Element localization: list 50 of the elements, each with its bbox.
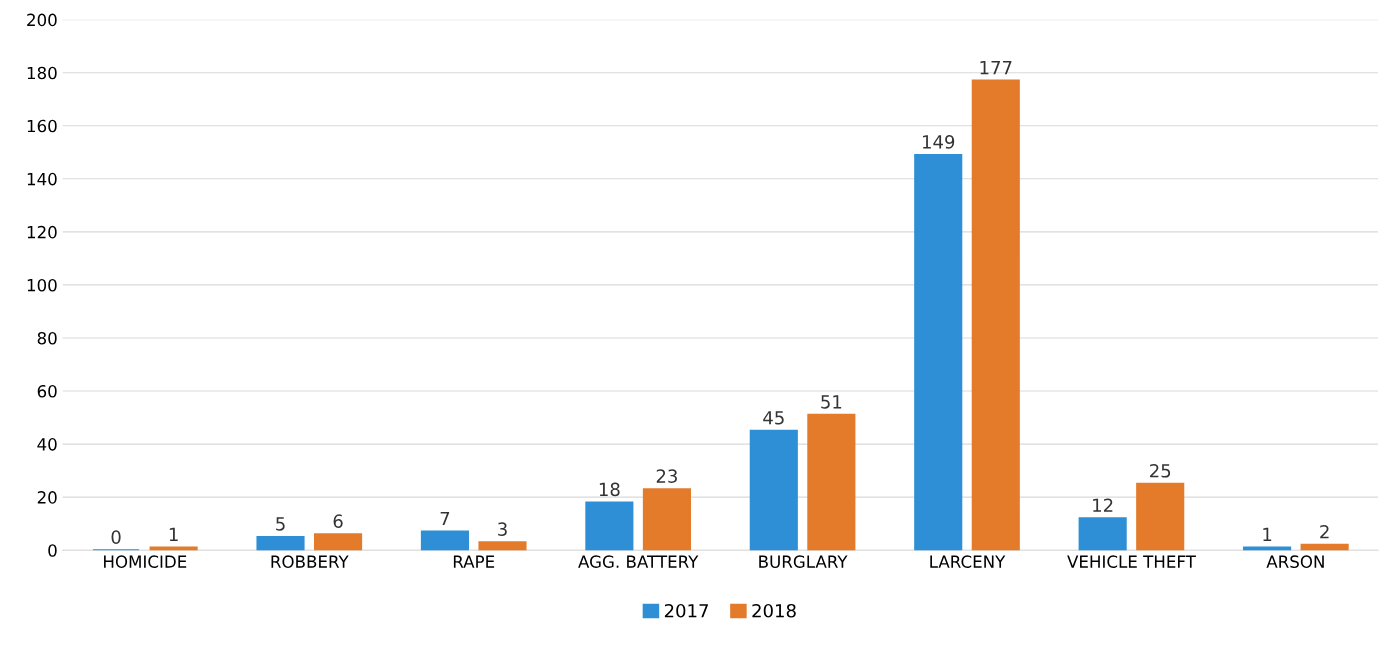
y-tick-label: 60 bbox=[37, 385, 57, 398]
bar bbox=[971, 79, 1020, 551]
y-tick-label: 20 bbox=[37, 491, 57, 504]
data-label: 12 bbox=[1093, 498, 1113, 512]
data-label: 25 bbox=[1150, 463, 1171, 478]
data-label: 23 bbox=[656, 469, 677, 483]
bar bbox=[585, 501, 634, 551]
bar bbox=[420, 530, 469, 551]
x-tick-label: VEHICLE THEFT bbox=[1067, 555, 1196, 568]
y-tick-label: 180 bbox=[27, 66, 57, 80]
y-tick-label: 120 bbox=[27, 225, 57, 239]
data-label: 6 bbox=[333, 514, 343, 529]
data-label: 1 bbox=[1263, 527, 1272, 542]
y-tick-label: 80 bbox=[37, 331, 57, 345]
bar bbox=[807, 413, 856, 551]
legend-label: 2017 bbox=[664, 603, 708, 618]
data-label: 3 bbox=[498, 522, 507, 536]
y-tick-label: 100 bbox=[27, 278, 57, 292]
bar bbox=[914, 153, 963, 551]
bar bbox=[1136, 482, 1185, 551]
y-tick-label: 140 bbox=[27, 172, 57, 186]
bar bbox=[314, 533, 363, 551]
bar bbox=[1300, 543, 1349, 551]
bar bbox=[478, 541, 527, 551]
data-label: 177 bbox=[980, 60, 1012, 75]
data-label: 45 bbox=[763, 411, 784, 425]
x-tick-label: LARCENY bbox=[930, 555, 1006, 568]
data-label: 2 bbox=[1320, 524, 1329, 539]
data-label: 18 bbox=[599, 482, 620, 497]
y-tick-label: 160 bbox=[27, 119, 57, 133]
bar bbox=[749, 429, 798, 551]
bar bbox=[642, 488, 691, 551]
data-label: 1 bbox=[169, 527, 178, 542]
x-tick-label: AGG. BATTERY bbox=[578, 555, 699, 568]
x-tick-label: BURGLARY bbox=[759, 555, 848, 568]
data-label: 51 bbox=[821, 395, 842, 409]
bar bbox=[1078, 517, 1127, 551]
data-label: 149 bbox=[922, 135, 955, 149]
legend-label: 2018 bbox=[752, 603, 796, 618]
data-label: 7 bbox=[440, 511, 450, 526]
y-tick-label: 200 bbox=[27, 13, 57, 27]
x-tick-label: HOMICIDE bbox=[104, 555, 187, 568]
bar bbox=[256, 535, 305, 551]
data-label: 0 bbox=[111, 530, 121, 544]
y-tick-label: 40 bbox=[37, 438, 57, 451]
y-tick-label: 0 bbox=[48, 544, 57, 557]
x-tick-label: RAPE bbox=[453, 555, 495, 568]
x-tick-label: ROBBERY bbox=[271, 555, 349, 568]
data-label: 5 bbox=[276, 517, 285, 531]
x-tick-label: ARSON bbox=[1266, 555, 1324, 568]
